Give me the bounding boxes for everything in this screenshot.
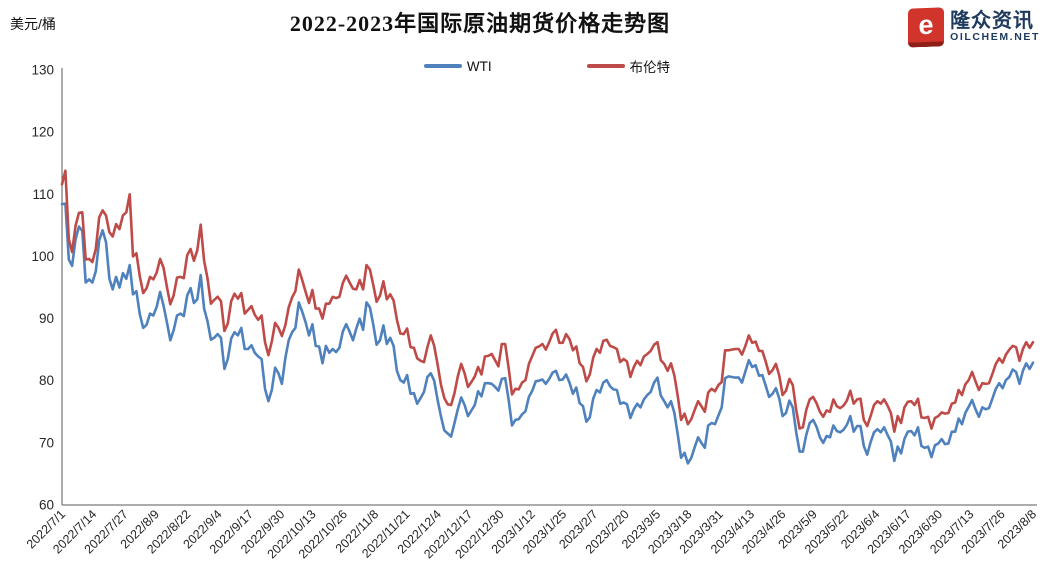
legend-label-brent: 布伦特 [629,60,671,75]
y-tick-label: 90 [39,311,54,326]
y-tick-label: 120 [31,125,54,140]
wti-line [60,202,1035,465]
brent-line-swatch-icon [586,64,625,68]
legend-label-wti: WTI [466,58,492,74]
y-tick-label: 110 [32,187,54,202]
logo-brand-name: 隆众资讯 [950,10,1035,33]
logo-text: 隆众资讯 OILCHEM.NET [950,11,1040,43]
logo-domain: OILCHEM.NET [950,31,1040,44]
legend-item-wti: WTI [423,58,492,74]
y-axis-labels: 60 70 80 90 100 110 120 130 [31,63,54,513]
y-tick-label: 100 [31,249,54,264]
y-tick-label: 60 [39,498,54,513]
y-tick-label: 70 [39,435,54,450]
y-tick-label: 80 [39,373,54,388]
axes [61,68,1037,506]
oilchem-logo: e 隆众资讯 OILCHEM.NET [908,7,1040,48]
y-tick-label: 130 [31,63,54,78]
x-axis-labels: 2022/7/12022/7/142022/7/272022/8/92022/8… [24,507,1039,561]
page-title: 2022-2023年国际原油期货价格走势图 [289,11,671,36]
legend-item-brent: 布伦特 [586,56,671,76]
wti-line-swatch-icon [423,64,462,68]
brent-line [60,169,1035,434]
chart-legend: WTI 布伦特 [0,56,1048,76]
y-axis-unit-label: 美元/桶 [10,16,56,32]
